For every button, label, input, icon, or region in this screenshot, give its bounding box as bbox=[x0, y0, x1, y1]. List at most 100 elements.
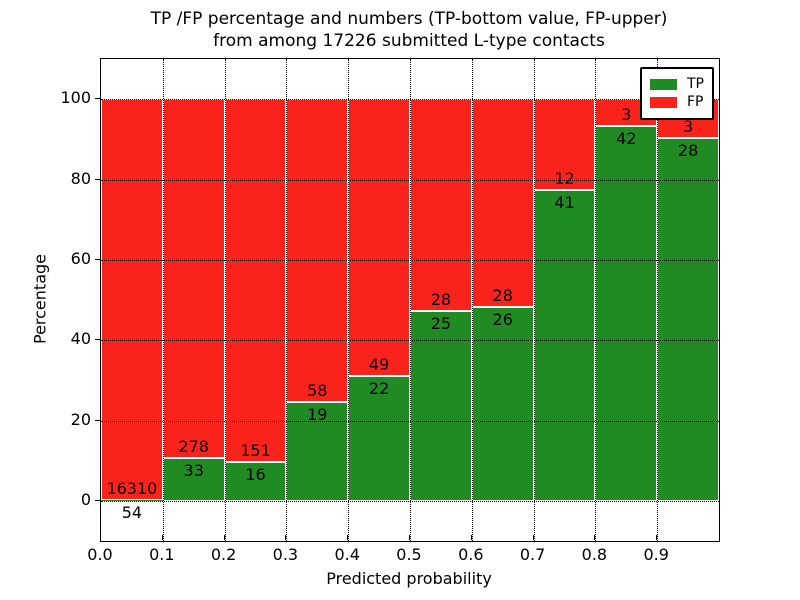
x-tick-label: 0.3 bbox=[272, 545, 299, 564]
tp-count-label: 28 bbox=[677, 141, 699, 161]
y-tick-label: 80 bbox=[70, 168, 91, 188]
x-tick-label: 0.4 bbox=[334, 545, 360, 564]
bars-layer bbox=[101, 59, 719, 541]
x-tick-label: 0.9 bbox=[643, 545, 669, 564]
bar-labels-layer: 16310 54 278 33 151 16 58 19 49 22 28 25 28 26 12 41 3 42… bbox=[101, 59, 719, 541]
x-tick-mark bbox=[409, 535, 410, 540]
tp-legend-swatch bbox=[649, 78, 678, 91]
horizontal-gridline bbox=[101, 99, 719, 101]
chart-title: TP /FP percentage and numbers (TP-bottom… bbox=[0, 8, 800, 52]
vertical-gridline bbox=[410, 59, 411, 541]
bar-0.0-0.1 bbox=[101, 59, 163, 541]
bar-labels-0.6-0.7: 28 26 bbox=[472, 59, 534, 541]
vertical-gridline bbox=[224, 59, 226, 541]
bar-0.4-0.5 bbox=[348, 59, 410, 541]
vertical-gridline bbox=[657, 59, 659, 541]
vertical-gridline bbox=[533, 59, 535, 541]
bar-0.7-0.8 bbox=[533, 59, 596, 541]
x-tick-label: 0.6 bbox=[458, 545, 484, 564]
fp-bar-segment bbox=[101, 99, 163, 500]
fp-count-label: 151 bbox=[240, 441, 271, 461]
x-tick-mark bbox=[100, 535, 101, 540]
chart-title-line2: from among 17226 submitted L-type contac… bbox=[213, 31, 605, 51]
tp-bar-segment bbox=[595, 125, 658, 501]
y-tick-label: 0 bbox=[80, 489, 91, 509]
x-tick-mark bbox=[347, 535, 349, 540]
x-tick-mark bbox=[532, 535, 534, 540]
bar-labels-0.9-1.0: 3 28 bbox=[657, 59, 719, 541]
fp-count-label: 58 bbox=[307, 380, 328, 400]
x-tick-mark bbox=[656, 535, 658, 540]
y-tick-mark bbox=[95, 339, 100, 341]
x-tick-mark bbox=[285, 535, 287, 540]
x-tick-mark bbox=[470, 535, 472, 540]
x-tick-mark bbox=[223, 535, 225, 540]
fp-count-label: 12 bbox=[554, 169, 575, 189]
vertical-gridline bbox=[471, 59, 473, 541]
y-tick-mark bbox=[95, 258, 100, 260]
fp-bar-segment bbox=[162, 99, 225, 459]
y-axis-label: Percentage bbox=[30, 253, 50, 345]
tp-count-label: 41 bbox=[554, 193, 575, 213]
bar-labels-0.3-0.4: 58 19 bbox=[286, 59, 348, 541]
y-tick-mark bbox=[95, 419, 100, 421]
legend-label: TP bbox=[687, 76, 704, 92]
tp-count-label: 54 bbox=[121, 502, 143, 522]
x-tick-label: 0.8 bbox=[581, 545, 608, 564]
tp-count-label: 33 bbox=[183, 461, 204, 481]
y-tick-mark bbox=[95, 98, 100, 100]
tp-count-label: 22 bbox=[368, 379, 390, 399]
chart-title-line1: TP /FP percentage and numbers (TP-bottom… bbox=[150, 9, 668, 29]
bar-0.6-0.7 bbox=[471, 59, 534, 541]
bar-labels-0.1-0.2: 278 33 bbox=[163, 59, 225, 541]
fp-bar-segment bbox=[348, 99, 410, 377]
vertical-gridline bbox=[162, 59, 164, 541]
horizontal-gridline bbox=[101, 420, 719, 422]
horizontal-gridline bbox=[101, 179, 719, 181]
legend-item-fp: FP bbox=[649, 95, 704, 110]
legend: TP FP bbox=[640, 67, 714, 120]
fp-legend-swatch bbox=[649, 96, 678, 109]
tp-bar-segment bbox=[657, 138, 719, 501]
tp-count-label: 16 bbox=[245, 465, 266, 485]
bar-labels-0.2-0.3: 151 16 bbox=[225, 59, 287, 541]
tp-count-label: 19 bbox=[307, 404, 328, 424]
x-tick-mark bbox=[161, 535, 163, 540]
fp-count-label: 49 bbox=[368, 355, 390, 375]
tp-bar-segment bbox=[162, 458, 225, 501]
fp-count-label: 28 bbox=[430, 290, 452, 310]
x-tick-label: 0.0 bbox=[87, 545, 113, 564]
tp-bar-segment bbox=[410, 311, 472, 501]
fp-count-label: 28 bbox=[492, 286, 513, 306]
y-tick-label: 100 bbox=[60, 88, 91, 108]
x-tick-label: 0.2 bbox=[210, 545, 237, 564]
horizontal-gridline bbox=[101, 340, 719, 342]
bar-0.8-0.9 bbox=[595, 59, 658, 541]
y-tick-label: 60 bbox=[70, 248, 91, 268]
y-tick-mark bbox=[95, 178, 100, 180]
x-tick-label: 0.1 bbox=[149, 545, 175, 564]
bar-labels-0.8-0.9: 3 42 bbox=[595, 59, 657, 541]
x-tick-label: 0.7 bbox=[519, 545, 546, 564]
vertical-gridline bbox=[286, 59, 288, 541]
bar-labels-0.7-0.8: 12 41 bbox=[534, 59, 596, 541]
vertical-gridline bbox=[348, 59, 350, 541]
bar-0.5-0.6 bbox=[410, 59, 472, 541]
y-tick-label: 20 bbox=[70, 409, 91, 429]
fp-count-label: 16310 bbox=[106, 478, 158, 498]
legend-item-tp: TP bbox=[649, 77, 704, 92]
tp-count-label: 25 bbox=[430, 314, 452, 334]
y-tick-label: 40 bbox=[70, 329, 91, 349]
fp-count-label: 3 bbox=[682, 117, 694, 137]
tp-bar-segment bbox=[101, 499, 163, 501]
x-tick-mark bbox=[594, 535, 596, 540]
bar-labels-0.4-0.5: 49 22 bbox=[348, 59, 410, 541]
vertical-gridline bbox=[595, 59, 597, 541]
x-axis-label: Predicted probability bbox=[326, 569, 492, 588]
bar-labels-0.5-0.6: 28 25 bbox=[410, 59, 472, 541]
horizontal-gridline bbox=[101, 500, 719, 502]
tp-count-label: 26 bbox=[492, 310, 513, 330]
bar-0.9-1.0 bbox=[657, 59, 719, 541]
plot-area: 16310 54 278 33 151 16 58 19 49 22 28 25 28 26 12 41 3 42… bbox=[100, 58, 720, 542]
fp-count-label: 278 bbox=[178, 437, 209, 457]
